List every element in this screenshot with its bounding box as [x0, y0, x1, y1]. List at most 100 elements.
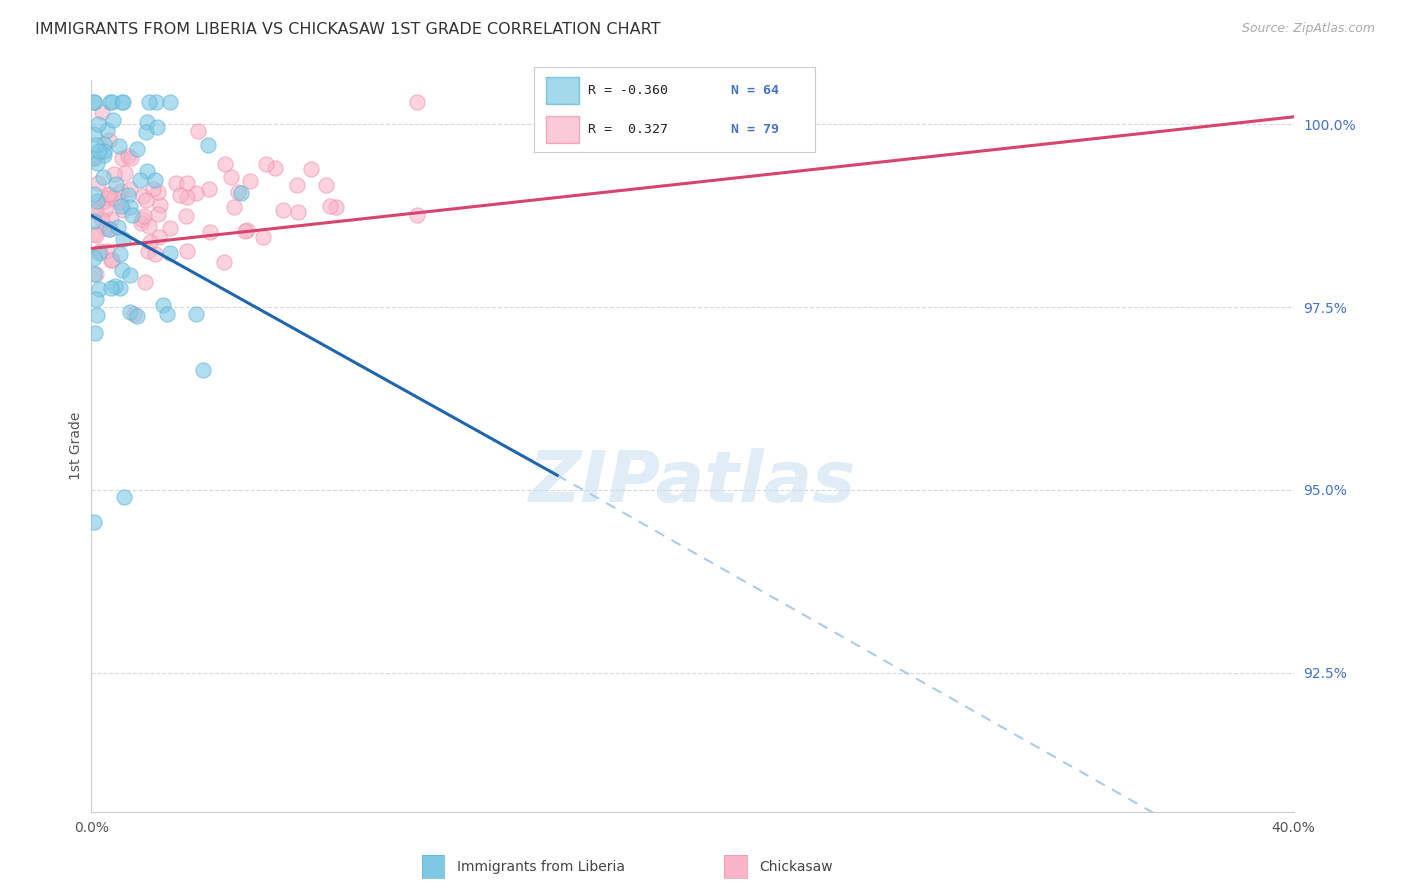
- Point: [83, 326, 105, 340]
- Point: [159, 221, 181, 235]
- Point: [107, 219, 129, 234]
- Point: [96, 244, 118, 258]
- Point: [93, 136, 115, 151]
- Text: Source: ZipAtlas.com: Source: ZipAtlas.com: [1241, 22, 1375, 36]
- Point: [97, 133, 120, 147]
- Point: [233, 224, 256, 238]
- Point: [239, 174, 262, 188]
- Point: [271, 202, 294, 217]
- Point: [98, 221, 121, 235]
- Point: [111, 151, 134, 165]
- Point: [111, 232, 134, 246]
- Point: [405, 95, 427, 110]
- Point: [156, 307, 179, 321]
- Point: [84, 267, 107, 281]
- Point: [236, 223, 259, 237]
- Point: [287, 204, 309, 219]
- Point: [111, 95, 134, 110]
- Point: [101, 252, 124, 267]
- Point: [86, 194, 108, 208]
- Point: [138, 219, 160, 233]
- Point: [100, 281, 122, 295]
- Point: [87, 176, 110, 190]
- Point: [176, 176, 198, 190]
- Point: [98, 95, 121, 110]
- Point: [118, 182, 141, 196]
- Point: [136, 163, 159, 178]
- Point: [94, 221, 117, 235]
- Point: [84, 292, 107, 306]
- Point: [252, 230, 274, 244]
- Point: [83, 151, 105, 165]
- Point: [83, 251, 105, 265]
- Point: [405, 208, 427, 222]
- Point: [83, 516, 105, 530]
- Point: [89, 246, 111, 260]
- Y-axis label: 1st Grade: 1st Grade: [69, 412, 83, 480]
- Point: [112, 202, 135, 217]
- Point: [285, 178, 308, 193]
- Point: [110, 184, 132, 198]
- Point: [174, 209, 197, 223]
- Point: [198, 182, 221, 196]
- Point: [120, 151, 142, 165]
- Point: [86, 138, 108, 153]
- Point: [319, 199, 342, 213]
- Point: [138, 95, 160, 110]
- Point: [114, 166, 136, 180]
- Point: [131, 212, 153, 227]
- Point: [96, 123, 118, 137]
- Point: [83, 267, 105, 281]
- Point: [117, 187, 139, 202]
- Point: [117, 149, 139, 163]
- Text: N = 79: N = 79: [731, 123, 779, 136]
- Point: [191, 363, 214, 377]
- Point: [129, 173, 152, 187]
- Point: [96, 191, 118, 205]
- Point: [110, 281, 132, 295]
- Point: [83, 214, 105, 228]
- Point: [219, 170, 242, 185]
- Point: [112, 490, 135, 504]
- Point: [87, 282, 110, 296]
- Point: [159, 95, 181, 110]
- Text: IMMIGRANTS FROM LIBERIA VS CHICKASAW 1ST GRADE CORRELATION CHART: IMMIGRANTS FROM LIBERIA VS CHICKASAW 1ST…: [35, 22, 661, 37]
- Point: [165, 176, 187, 190]
- Point: [176, 190, 198, 204]
- Point: [97, 187, 120, 202]
- Point: [118, 305, 141, 319]
- Point: [146, 120, 169, 134]
- Text: ZIPatlas: ZIPatlas: [529, 448, 856, 517]
- Point: [143, 173, 166, 187]
- Point: [83, 95, 105, 110]
- Point: [184, 186, 207, 200]
- Point: [145, 95, 167, 110]
- Point: [228, 185, 250, 199]
- Point: [325, 200, 347, 214]
- Point: [200, 225, 222, 239]
- Point: [187, 123, 209, 137]
- Point: [148, 185, 170, 199]
- Point: [186, 307, 208, 321]
- Text: Chickasaw: Chickasaw: [759, 860, 832, 874]
- Point: [98, 221, 121, 235]
- Point: [86, 156, 108, 170]
- Point: [104, 279, 127, 293]
- Point: [214, 157, 236, 171]
- Point: [138, 235, 160, 250]
- Point: [143, 247, 166, 261]
- Point: [110, 199, 132, 213]
- Point: [103, 191, 125, 205]
- Point: [120, 268, 142, 282]
- Point: [84, 204, 107, 219]
- Point: [86, 117, 108, 131]
- Point: [101, 113, 124, 128]
- Point: [111, 263, 134, 277]
- Point: [152, 298, 174, 312]
- Point: [101, 95, 124, 110]
- Point: [91, 105, 114, 120]
- Point: [132, 210, 155, 224]
- Point: [83, 202, 105, 217]
- FancyBboxPatch shape: [546, 77, 579, 104]
- Point: [84, 228, 107, 243]
